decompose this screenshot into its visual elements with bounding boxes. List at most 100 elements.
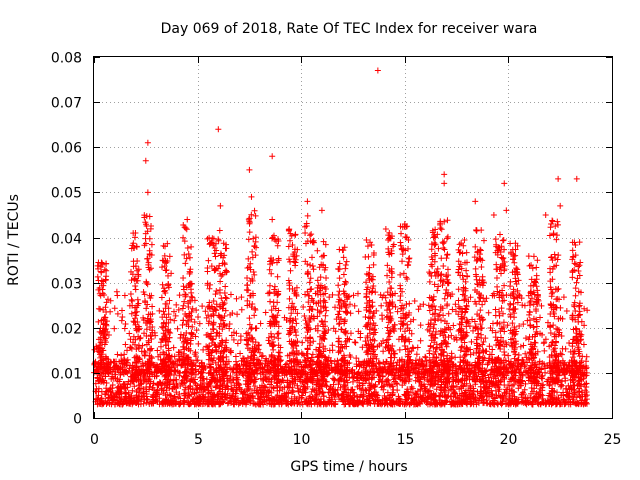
data-point (212, 253, 219, 260)
data-point (336, 347, 343, 354)
data-point (121, 325, 128, 332)
data-point (103, 273, 110, 280)
data-point (340, 247, 347, 254)
data-point (307, 262, 314, 269)
data-point (252, 306, 259, 313)
data-point (174, 325, 181, 332)
data-point (335, 282, 342, 289)
data-point (292, 262, 299, 269)
data-point (119, 401, 126, 408)
data-point (237, 337, 244, 344)
data-point (154, 347, 161, 354)
data-point (433, 345, 440, 352)
data-point (369, 276, 376, 283)
data-point (257, 320, 264, 327)
data-point (148, 241, 155, 248)
data-point (199, 303, 206, 310)
data-point (300, 383, 307, 390)
data-point (102, 391, 109, 398)
data-point (318, 318, 325, 325)
data-point (380, 386, 387, 393)
data-point (156, 307, 163, 314)
data-point (351, 339, 358, 346)
data-point (566, 340, 573, 347)
data-point (232, 353, 239, 360)
data-point (485, 309, 492, 316)
data-point (308, 231, 315, 238)
data-point (336, 265, 343, 272)
data-point (244, 282, 251, 289)
data-point (335, 338, 342, 345)
data-point (390, 386, 397, 393)
data-point (102, 260, 109, 267)
data-point (436, 311, 443, 318)
data-point (299, 339, 306, 346)
data-point (212, 291, 219, 298)
data-point (376, 360, 383, 367)
data-point (422, 353, 429, 360)
data-point (234, 311, 241, 318)
data-point (336, 275, 343, 282)
data-point (523, 401, 530, 408)
data-point (146, 235, 153, 242)
data-point (266, 289, 273, 296)
data-point (342, 279, 349, 286)
data-point (384, 324, 391, 331)
data-point (329, 347, 336, 354)
data-point (237, 350, 244, 357)
chart-title: Day 069 of 2018, Rate Of TEC Index for r… (161, 21, 538, 37)
data-point (180, 283, 187, 290)
data-points (91, 67, 591, 408)
data-point (270, 346, 277, 353)
data-point (216, 227, 223, 234)
data-point (179, 321, 186, 328)
data-point (342, 278, 349, 285)
data-point (267, 298, 274, 305)
data-point (249, 248, 256, 255)
data-point (122, 341, 129, 348)
data-point (245, 236, 252, 243)
data-point (126, 330, 133, 337)
data-point (134, 296, 141, 303)
data-point (274, 242, 281, 249)
data-point (170, 344, 177, 351)
data-point (411, 297, 418, 304)
data-point (211, 250, 218, 257)
data-point (305, 292, 312, 299)
data-point (221, 290, 228, 297)
data-point (251, 312, 258, 319)
data-point (159, 264, 166, 271)
data-point (119, 313, 126, 320)
data-point (584, 307, 591, 314)
data-point (238, 306, 245, 313)
data-point (227, 398, 234, 405)
data-point (209, 321, 216, 328)
data-point (347, 330, 354, 337)
data-point (443, 398, 450, 405)
data-point (154, 381, 161, 388)
data-point (330, 375, 337, 382)
data-point (165, 281, 172, 288)
data-point (412, 377, 419, 384)
data-point (246, 315, 253, 322)
data-point (562, 345, 569, 352)
data-point (378, 302, 385, 309)
data-point (310, 266, 317, 273)
data-point (205, 343, 212, 350)
data-point (111, 305, 118, 312)
data-point (318, 308, 325, 315)
data-point (520, 342, 527, 349)
data-point (227, 348, 234, 355)
data-point (540, 381, 547, 388)
data-point (188, 289, 195, 296)
data-point (121, 292, 128, 299)
data-point (114, 310, 121, 317)
data-point (570, 393, 577, 400)
data-point (176, 391, 183, 398)
data-point (363, 294, 370, 301)
data-point (308, 254, 315, 261)
data-point (529, 388, 536, 395)
data-point (143, 305, 150, 312)
data-point (558, 351, 565, 358)
